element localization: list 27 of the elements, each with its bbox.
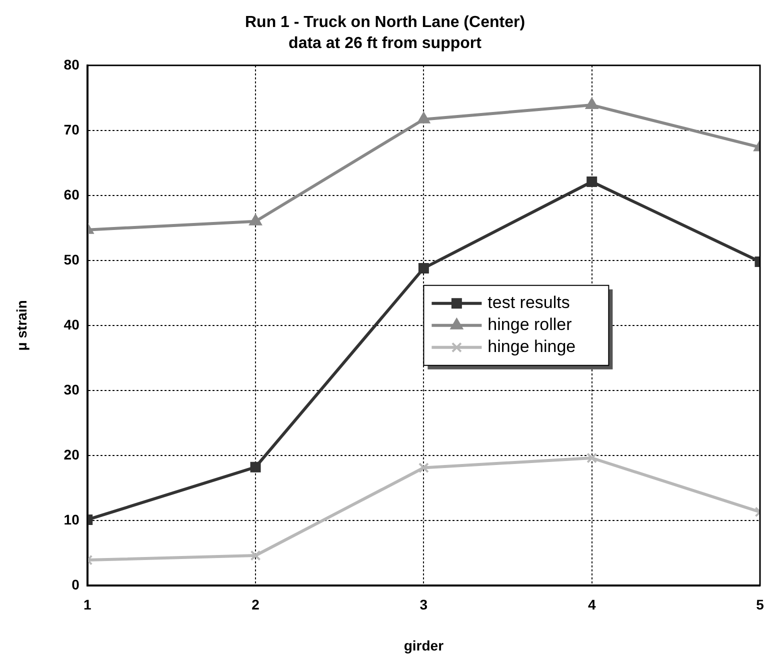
x-tick-label: 2 (252, 596, 260, 613)
y-tick-label: 20 (64, 446, 80, 462)
point (250, 550, 261, 561)
x-tick-label: 4 (588, 596, 596, 613)
chart-subtitle: data at 26 ft from support (288, 35, 482, 52)
legend-label: test results (488, 293, 570, 312)
y-tick-label: 50 (64, 251, 80, 268)
y-tick-label: 40 (64, 316, 80, 332)
point (249, 214, 262, 226)
x-tick-label: 3 (420, 596, 428, 613)
x-axis-title: girder (404, 637, 444, 654)
y-axis-title: μ strain (13, 300, 30, 351)
y-tick-label: 30 (64, 381, 80, 398)
y-tick-label: 0 (72, 576, 80, 592)
point (418, 262, 429, 274)
point (250, 462, 261, 472)
point (418, 462, 429, 473)
y-tick-label: 80 (64, 56, 80, 72)
point (417, 112, 430, 124)
legend-label: hinge hinge (488, 337, 576, 356)
x-tick-label: 1 (83, 596, 92, 613)
x-tick-label: 5 (756, 596, 764, 613)
chart-title: Run 1 - Truck on North Lane (Center) (244, 14, 526, 32)
y-tick-label: 70 (64, 121, 80, 138)
y-tick-label: 10 (64, 511, 80, 528)
legend-label: hinge roller (488, 315, 572, 334)
y-tick-label: 60 (64, 186, 80, 202)
